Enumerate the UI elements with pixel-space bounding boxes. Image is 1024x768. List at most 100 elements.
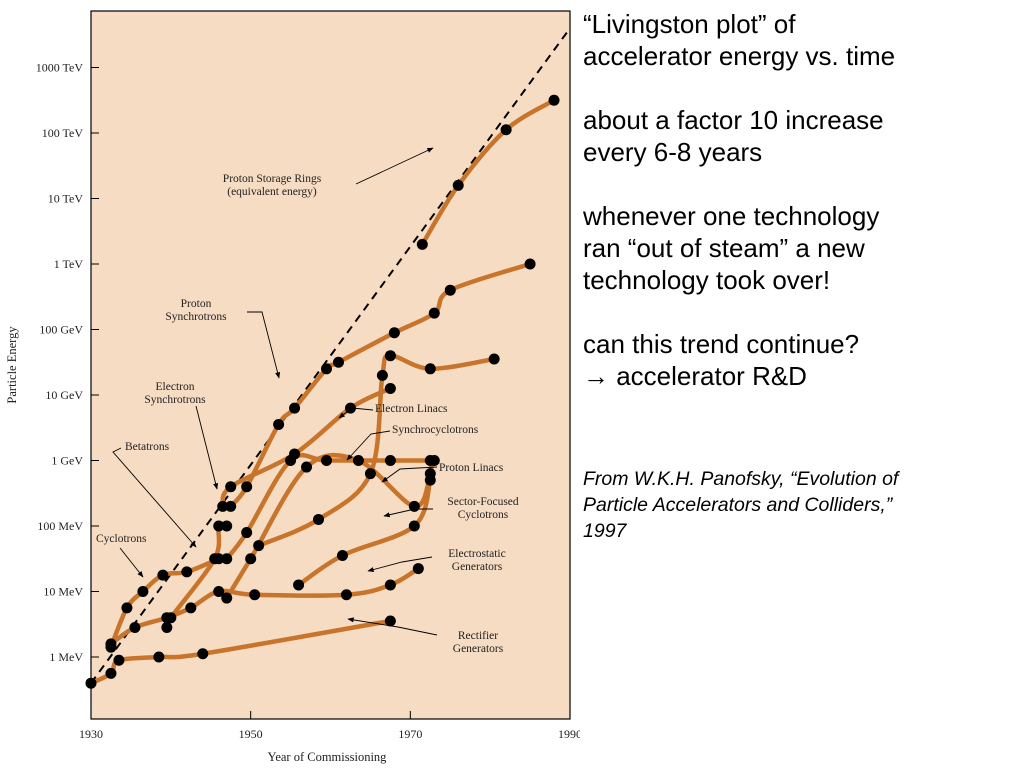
data-point — [217, 500, 229, 512]
annotation-arrow — [367, 556, 433, 572]
data-point — [185, 602, 197, 614]
data-point — [153, 651, 165, 663]
annotation-line: Electrostatic — [448, 548, 505, 560]
data-point — [121, 602, 133, 614]
y-tick-label: 10 MeV — [43, 585, 83, 599]
annotation-electrostatic: Electrostatic Generators — [448, 548, 505, 573]
data-point — [225, 500, 237, 512]
annotation-line: Cyclotrons — [96, 533, 147, 545]
annotation-line: Generators — [453, 643, 504, 655]
data-point — [388, 327, 400, 339]
text-line: about a factor 10 increase — [583, 105, 884, 135]
data-point — [548, 94, 560, 106]
annotation-line: Sector-Focused — [447, 496, 519, 508]
annotation-elinacs: Electron Linacs — [375, 403, 448, 415]
annotation-cyclotrons: Cyclotrons — [96, 533, 147, 545]
data-point — [488, 353, 500, 365]
data-point — [213, 520, 225, 532]
data-point — [524, 258, 536, 270]
annotation-line: Synchrotrons — [165, 311, 227, 323]
y-tick-label: 1 GeV — [51, 454, 83, 468]
data-point — [416, 238, 428, 250]
y-tick-label: 1 TeV — [54, 257, 84, 271]
y-tick-label: 1000 TeV — [36, 61, 84, 75]
annotation-line: (equivalent energy) — [227, 186, 317, 198]
annotation-storage: Proton Storage Rings (equivalent energy) — [223, 173, 322, 198]
annotation-betatrons: Betatrons — [125, 441, 170, 453]
annotation-arrow — [346, 430, 391, 461]
text-line: ran “out of steam” a new — [583, 233, 865, 263]
annotation-line: Synchrocyclotrons — [392, 424, 479, 436]
data-point — [225, 481, 237, 493]
curve-sector-focused-cyclotrons — [296, 477, 433, 588]
data-point — [424, 363, 436, 375]
text-line: → accelerator R&D — [583, 361, 807, 391]
data-point — [273, 418, 285, 430]
data-point — [245, 553, 257, 565]
annotation-arrows — [112, 147, 438, 636]
data-point — [336, 549, 348, 561]
curve-proton-storage-rings — [420, 98, 557, 247]
citation-line: Particle Accelerators and Colliders,” — [583, 494, 893, 516]
data-point — [384, 382, 396, 394]
data-point — [408, 520, 420, 532]
data-point — [241, 481, 253, 493]
annotation-plinacs: Proton Linacs — [439, 462, 504, 474]
data-point — [289, 448, 301, 460]
commentary-panel: “Livingston plot” of accelerator energy … — [583, 8, 1013, 544]
data-point — [105, 667, 117, 679]
data-point — [221, 520, 233, 532]
annotation-line: Electron — [156, 381, 195, 393]
data-point — [444, 284, 456, 296]
data-point — [412, 563, 424, 575]
annotation-arrow — [119, 547, 144, 578]
y-tick-label: 100 TeV — [42, 126, 84, 140]
annotation-esync: Electron Synchrotrons — [144, 381, 206, 406]
data-point — [221, 553, 233, 565]
x-tick-label: 1990 — [558, 727, 580, 741]
data-point — [376, 369, 388, 381]
data-point — [352, 455, 364, 466]
text-line: can this trend continue? — [583, 329, 860, 359]
data-point — [213, 586, 225, 597]
annotations: Proton Storage Rings (equivalent energy) P… — [96, 173, 519, 655]
data-point — [321, 363, 333, 375]
data-point — [500, 124, 512, 136]
y-tick-label: 100 MeV — [37, 519, 83, 533]
data-point — [332, 356, 344, 368]
data-point — [301, 461, 313, 473]
data-point — [249, 589, 261, 601]
annotation-synchrocyc: Synchrocyclotrons — [392, 424, 479, 436]
data-point — [181, 566, 193, 578]
annotation-psync: Proton Synchrotrons — [165, 298, 227, 323]
y-axis-title: Particle Energy — [5, 326, 19, 404]
annotation-arrow — [195, 405, 219, 490]
data-point — [197, 648, 209, 660]
annotation-arrow — [381, 466, 438, 483]
text-line: every 6-8 years — [583, 137, 763, 167]
data-point — [424, 468, 436, 480]
data-point — [105, 641, 117, 653]
curve-proton-synchrotrons — [228, 261, 533, 509]
x-tick-label: 1970 — [398, 727, 422, 741]
data-point — [384, 579, 396, 591]
x-tick-label: 1930 — [79, 727, 103, 741]
text-line: technology took over! — [583, 265, 831, 295]
annotation-line: Cyclotrons — [458, 509, 509, 521]
data-point — [161, 622, 173, 634]
data-point — [113, 654, 125, 666]
x-tick-label: 1950 — [239, 727, 263, 741]
data-point — [364, 468, 376, 480]
citation-line: 1997 — [583, 520, 627, 542]
data-point — [209, 553, 221, 565]
annotation-arrow — [112, 447, 197, 548]
data-point — [293, 579, 305, 591]
y-tick-label: 10 TeV — [48, 192, 84, 206]
data-point — [241, 527, 253, 539]
annotation-arrow — [347, 617, 438, 636]
annotation-line: Electron Linacs — [375, 403, 448, 415]
data-point — [340, 589, 352, 601]
data-point — [428, 307, 440, 319]
data-point — [313, 513, 325, 525]
data-point — [157, 569, 169, 581]
